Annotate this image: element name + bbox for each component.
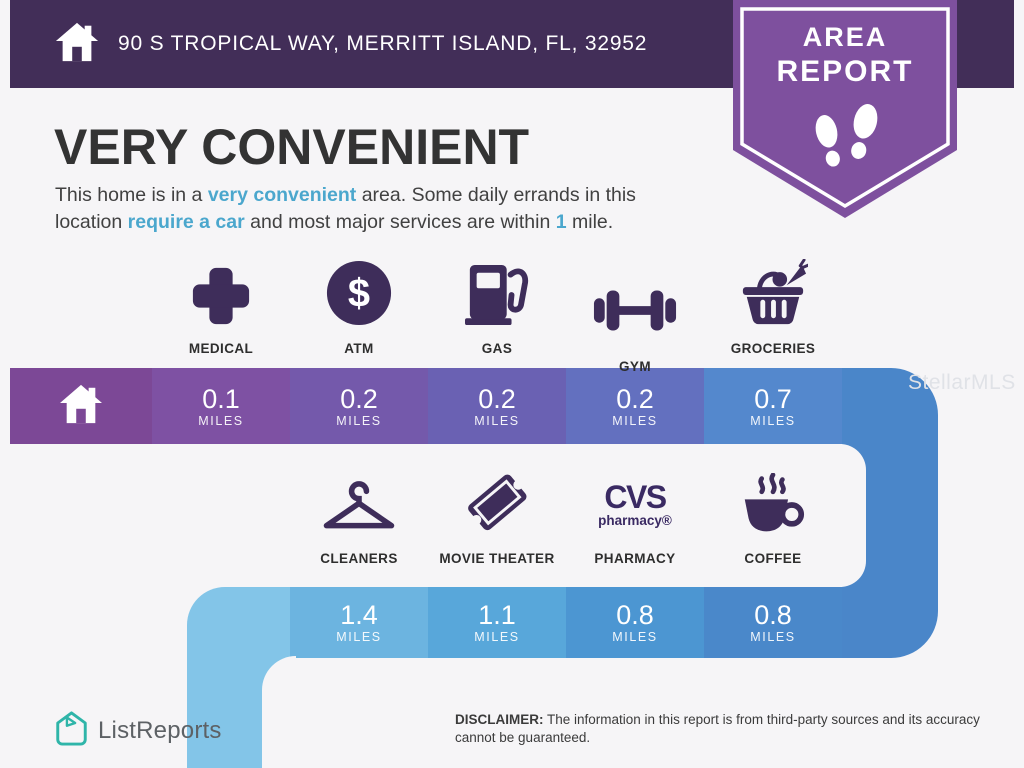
distance-medical: 0.1 MILES — [152, 368, 290, 444]
highlight-very-convenient: very convenient — [207, 184, 357, 206]
description-line2: location require a car and most major se… — [55, 211, 614, 233]
dumbbell-icon — [592, 286, 678, 339]
distance-bar-row1: 0.1 MILES 0.2 MILES 0.2 MILES 0.2 MILES 0.7 M… — [10, 368, 842, 444]
walkability-description: This home is in a very convenient area. … — [55, 182, 636, 236]
distance-gym: 0.2 MILES — [566, 368, 704, 444]
home-icon — [54, 20, 100, 69]
badge-line2: REPORT — [776, 55, 914, 88]
distance-movie-theater: 1.1 MILES — [428, 587, 566, 658]
description-line1: This home is in a very convenient area. … — [55, 184, 636, 206]
grocery-basket-icon — [738, 258, 811, 332]
cvs-logo: CVS pharmacy® — [598, 478, 672, 528]
connector-inner-cutout — [826, 444, 866, 587]
distance-gas: 0.2 MILES — [428, 368, 566, 444]
service-medical: MEDICAL — [152, 256, 290, 356]
distance-pharmacy: 0.8 MILES — [566, 587, 704, 658]
bar-connector-left — [187, 656, 262, 768]
distance-coffee: 0.8 MILES — [704, 587, 842, 658]
service-gym: GYM — [566, 256, 704, 374]
area-report-badge: AREA REPORT — [733, 0, 957, 222]
service-atm: $ ATM — [290, 256, 428, 356]
disclaimer-text: DISCLAIMER: The information in this repo… — [455, 712, 980, 745]
medical-cross-icon — [190, 265, 252, 332]
service-gas: GAS — [428, 256, 566, 356]
distance-groceries: 0.7 MILES — [704, 368, 842, 444]
gas-pump-icon — [463, 263, 531, 332]
ticket-icon — [462, 467, 532, 542]
hanger-icon — [320, 479, 398, 542]
footprints-icon — [815, 104, 878, 167]
stellar-mls-watermark: StellarMLS — [908, 371, 1016, 394]
home-icon-bar — [58, 383, 104, 430]
badge-line1: AREA — [802, 22, 888, 52]
bar2-lead-segment — [187, 587, 290, 658]
walkability-title: VERY CONVENIENT — [54, 119, 530, 175]
service-coffee: COFFEE — [704, 466, 842, 566]
atm-dollar-icon: $ — [325, 259, 393, 332]
svg-text:$: $ — [348, 272, 370, 316]
property-address: 90 S TROPICAL WAY, MERRITT ISLAND, FL, 3… — [118, 32, 648, 55]
service-groceries: GROCERIES — [704, 256, 842, 356]
service-pharmacy: CVS pharmacy® PHARMACY — [594, 478, 676, 566]
distance-atm: 0.2 MILES — [290, 368, 428, 444]
service-movie-theater: MOVIE THEATER — [428, 466, 566, 566]
listreports-house-icon — [55, 710, 88, 752]
highlight-require-car: require a car — [127, 211, 245, 233]
highlight-one-mile: 1 — [555, 211, 567, 233]
distance-cleaners: 1.4 MILES — [290, 587, 428, 658]
listreports-logo: ListReports — [55, 710, 222, 752]
coffee-cup-icon — [737, 472, 809, 542]
home-segment — [10, 368, 152, 444]
listreports-wordmark: ListReports — [98, 717, 222, 744]
distance-bar-row2: 1.4 MILES 1.1 MILES 0.8 MILES 0.8 MILES — [187, 587, 842, 658]
service-cleaners: CLEANERS — [290, 466, 428, 566]
